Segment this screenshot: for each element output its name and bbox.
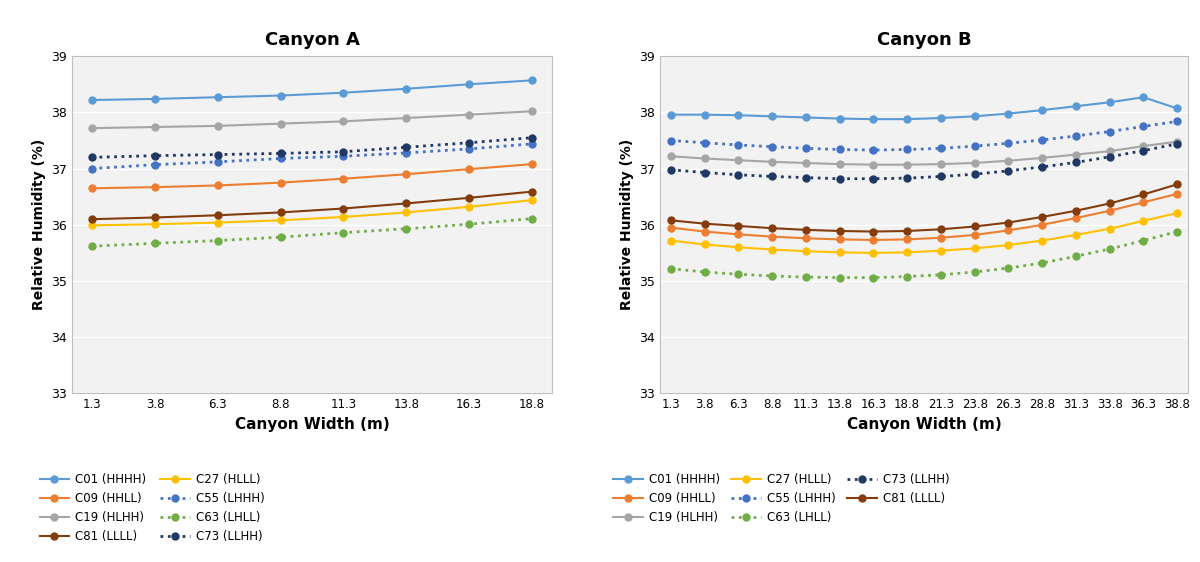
Title: Canyon A: Canyon A (264, 31, 360, 49)
Y-axis label: Relative Humidity (%): Relative Humidity (%) (619, 139, 634, 310)
Legend: C01 (HHHH), C09 (HHLL), C19 (HLHH), C27 (HLLL), C55 (LHHH), C63 (LHLL), C73 (LLH: C01 (HHHH), C09 (HHLL), C19 (HLHH), C27 … (613, 474, 949, 524)
X-axis label: Canyon Width (m): Canyon Width (m) (847, 417, 1001, 432)
Legend: C01 (HHHH), C09 (HHLL), C19 (HLHH), C81 (LLLL), C27 (HLLL), C55 (LHHH), C63 (LHL: C01 (HHHH), C09 (HHLL), C19 (HLHH), C81 … (40, 474, 264, 543)
Y-axis label: Relative Humidity (%): Relative Humidity (%) (31, 139, 46, 310)
X-axis label: Canyon Width (m): Canyon Width (m) (235, 417, 389, 432)
Title: Canyon B: Canyon B (877, 31, 971, 49)
